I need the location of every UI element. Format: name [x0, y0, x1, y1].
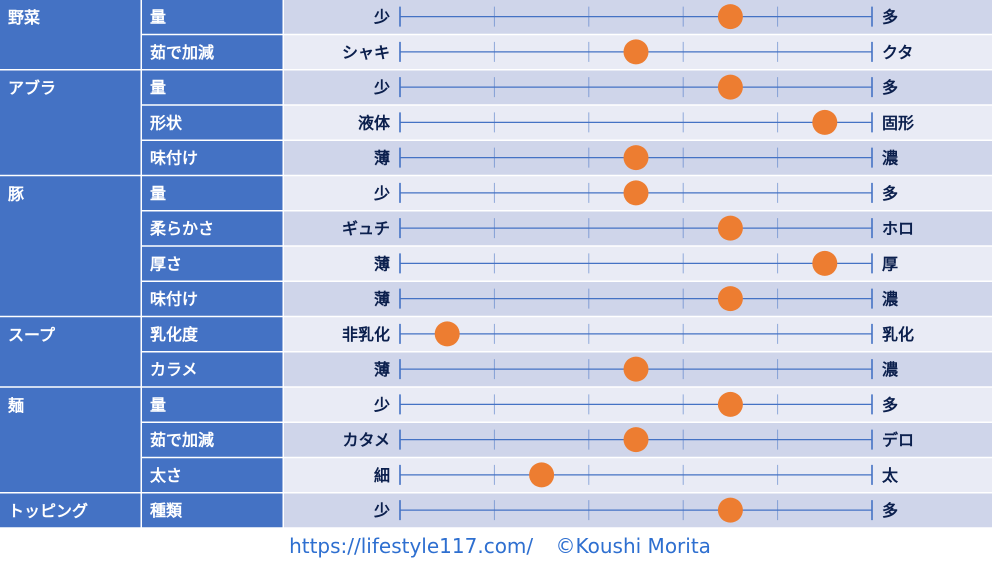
right-end-label: 多 — [882, 184, 898, 203]
right-end-label: 乳化 — [882, 325, 914, 344]
right-end-label: 厚 — [882, 254, 898, 273]
right-end-label: 濃 — [882, 290, 899, 309]
group-label: 豚 — [8, 184, 24, 203]
row-label-cell — [142, 35, 283, 69]
group-label: 麺 — [7, 396, 24, 415]
right-end-label: ホロ — [882, 219, 914, 238]
row-label-cell — [142, 0, 283, 34]
right-end-label: 濃 — [882, 149, 899, 168]
right-end-label: クタ — [882, 43, 913, 62]
group-cell — [0, 317, 141, 387]
right-end-label: 多 — [882, 78, 898, 97]
left-end-label: 非乳化 — [342, 325, 390, 344]
left-end-label: 少 — [373, 395, 390, 414]
left-end-label: 少 — [373, 8, 390, 27]
left-end-label: ギュチ — [342, 219, 390, 238]
footer-credit: ©Koushi Morita — [555, 534, 711, 558]
row-label-cell — [142, 282, 283, 316]
right-end-label: 多 — [882, 8, 898, 27]
taste-chart: 野菜量少多茹で加減 シャキ クタアブラ量少多形状 液体 固形味付け薄濃豚量少多柔らかさギ… — [0, 0, 992, 528]
row-label-cell — [142, 317, 283, 351]
value-dot — [623, 427, 649, 453]
group-cell — [0, 70, 141, 175]
value-dot — [623, 356, 649, 382]
group-cell — [0, 0, 141, 69]
right-end-label: 固形 — [882, 113, 914, 132]
row-label: カラメ — [150, 360, 198, 379]
left-end-label: 細 — [374, 466, 390, 485]
group-cell — [0, 493, 141, 528]
left-end-label: 少 — [373, 184, 390, 203]
row-label: 味付け — [150, 290, 198, 309]
row-label-cell — [142, 458, 283, 492]
right-end-label: 濃 — [882, 360, 899, 379]
row-label-cell — [142, 352, 283, 387]
row-label: 量 — [150, 395, 166, 414]
row-label-cell — [142, 211, 283, 246]
row-label: 茹で加減 — [150, 431, 214, 450]
row-label: 柔らかさ — [149, 219, 214, 238]
row-label-cell — [142, 246, 283, 281]
left-end-label: 薄 — [374, 254, 390, 273]
left-end-label: カタメ — [342, 431, 390, 450]
value-dot — [717, 215, 743, 241]
value-dot — [717, 497, 743, 523]
row-label-cell — [142, 493, 283, 528]
value-dot — [623, 180, 649, 206]
row-label-cell — [142, 176, 283, 210]
group-label: アブラ — [8, 79, 56, 98]
left-end-label: 薄 — [374, 290, 390, 309]
right-end-label: 多 — [882, 501, 898, 520]
row-label: 量 — [150, 78, 166, 97]
group-cell — [0, 176, 141, 316]
group-cell — [0, 387, 141, 492]
row-label-cell — [142, 70, 283, 105]
row-label: 茹で加減 — [150, 43, 214, 62]
left-end-label: シャキ — [342, 43, 390, 62]
value-dot — [529, 462, 555, 488]
left-end-label: 少 — [373, 501, 390, 520]
right-end-label: デロ — [882, 431, 914, 450]
value-dot — [812, 250, 838, 276]
left-end-label: 少 — [373, 78, 390, 97]
row-label: 厚さ — [150, 254, 182, 273]
footer: https://lifestyle117.com/ ©Koushi Morita — [0, 530, 1000, 563]
row-label-cell — [142, 387, 283, 422]
group-label: スープ — [8, 325, 56, 344]
value-dot — [623, 39, 649, 65]
row-label-cell — [142, 105, 283, 140]
left-end-label: 薄 — [374, 360, 390, 379]
row-label-cell — [142, 423, 283, 457]
row-label: 乳化度 — [150, 325, 199, 344]
left-end-label: 液体 — [358, 113, 391, 132]
row-label: 味付け — [150, 149, 198, 168]
group-label: トッピング — [8, 502, 88, 521]
row-label-cell — [142, 141, 283, 175]
row-label: 種類 — [150, 501, 183, 520]
row-label: 形状 — [150, 113, 183, 132]
right-end-label: 太 — [881, 466, 899, 485]
value-dot — [623, 145, 649, 171]
row-label: 太さ — [149, 466, 182, 485]
value-dot — [812, 109, 838, 135]
right-end-label: 多 — [882, 395, 898, 414]
row-label: 量 — [150, 8, 166, 27]
footer-url[interactable]: https://lifestyle117.com/ — [289, 534, 534, 558]
value-dot — [717, 286, 743, 312]
group-label: 野菜 — [8, 8, 40, 27]
value-dot — [717, 4, 743, 30]
value-dot — [717, 74, 743, 100]
value-dot — [434, 321, 460, 347]
row-label: 量 — [150, 184, 166, 203]
value-dot — [717, 391, 743, 417]
left-end-label: 薄 — [374, 149, 390, 168]
